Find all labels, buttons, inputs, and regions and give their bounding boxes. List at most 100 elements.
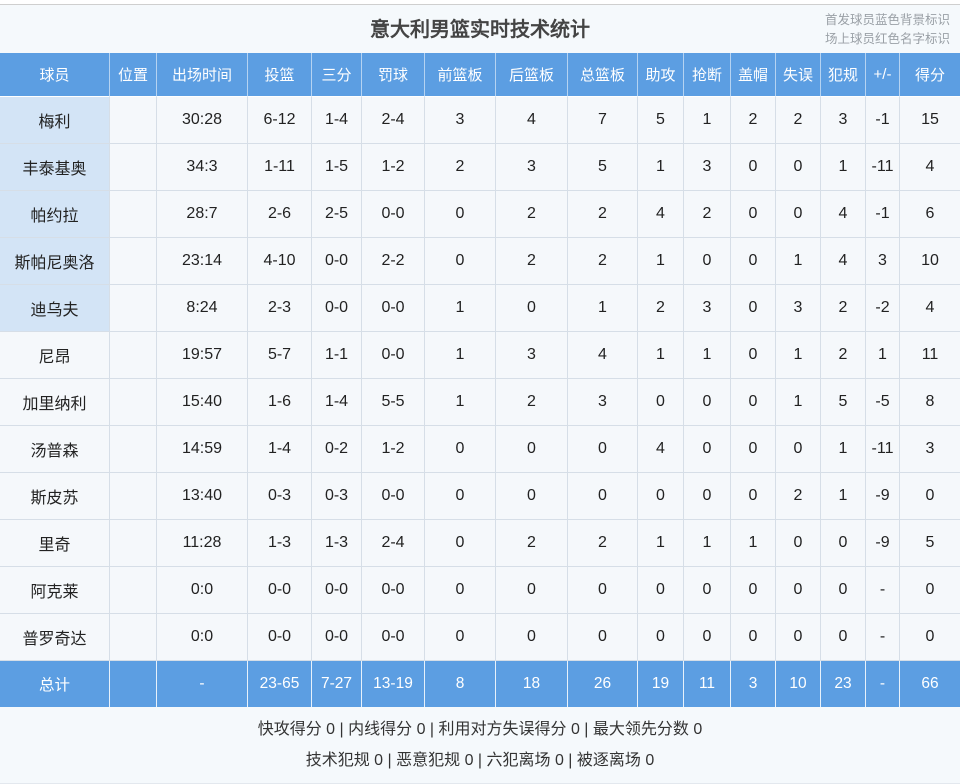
player-name-cell: 里奇 (0, 520, 110, 567)
legend-starter-note: 首发球员蓝色背景标识 (824, 13, 950, 27)
stat-cell-9: 0 (638, 614, 684, 661)
stat-cell-5: 1-2 (362, 426, 425, 473)
column-header-9: 助攻 (638, 53, 684, 97)
stat-cell-12: 0 (776, 191, 821, 238)
stat-cell-5: 5-5 (362, 379, 425, 426)
title-bar: 意大利男篮实时技术统计 首发球员蓝色背景标识 场上球员红色名字标识 (0, 5, 960, 53)
stat-cell-4: 7-27 (312, 661, 362, 707)
stat-cell-4: 1-4 (312, 379, 362, 426)
stat-cell-4: 1-5 (312, 144, 362, 191)
table-body: 梅利 30:28 6-12 1-4 2-4 3 4 7 5 1 2 2 3 -1 15 丰泰基奥 34:3 1-1… (0, 97, 960, 707)
stat-cell-12: 10 (776, 661, 821, 707)
column-header-11: 盖帽 (731, 53, 776, 97)
stat-cell-10: 0 (684, 238, 731, 285)
player-name-cell: 斯皮苏 (0, 473, 110, 520)
stat-cell-2: 11:28 (157, 520, 248, 567)
stat-cell-13: 1 (821, 473, 866, 520)
stat-cell-4: 1-3 (312, 520, 362, 567)
stat-cell-8: 0 (568, 567, 638, 614)
position-cell (110, 332, 157, 379)
stat-cell-13: 23 (821, 661, 866, 707)
stat-cell-13: 2 (821, 332, 866, 379)
stat-cell-10: 11 (684, 661, 731, 707)
legend: 首发球员蓝色背景标识 场上球员红色名字标识 (825, 11, 950, 49)
stat-cell-4: 1-1 (312, 332, 362, 379)
player-row: 迪乌夫 8:24 2-3 0-0 0-0 1 0 1 2 3 0 3 2 -2 4 (0, 285, 960, 332)
stat-cell-15: 4 (900, 144, 960, 191)
column-header-5: 罚球 (362, 53, 425, 97)
stat-cell-15: 6 (900, 191, 960, 238)
stat-cell-2: 15:40 (157, 379, 248, 426)
stat-cell-14: 1 (866, 332, 900, 379)
top-gap (0, 0, 960, 4)
column-header-10: 抢断 (684, 53, 731, 97)
stat-cell-13: 4 (821, 191, 866, 238)
position-cell (110, 473, 157, 520)
stat-cell-13: 1 (821, 426, 866, 473)
stat-cell-14: -11 (866, 144, 900, 191)
stat-cell-8: 2 (568, 238, 638, 285)
stat-cell-11: 0 (731, 238, 776, 285)
stat-cell-14: -9 (866, 520, 900, 567)
player-row: 里奇 11:28 1-3 1-3 2-4 0 2 2 1 1 1 0 0 -9 5 (0, 520, 960, 567)
stat-cell-6: 3 (425, 97, 496, 144)
stat-cell-8: 0 (568, 473, 638, 520)
stat-cell-12: 2 (776, 97, 821, 144)
stat-cell-6: 8 (425, 661, 496, 707)
stat-cell-5: 0-0 (362, 332, 425, 379)
stat-cell-3: 2-3 (248, 285, 312, 332)
stat-cell-7: 0 (496, 614, 568, 661)
stat-cell-8: 4 (568, 332, 638, 379)
stat-cell-5: 0-0 (362, 473, 425, 520)
stat-cell-4: 0-3 (312, 473, 362, 520)
stat-cell-10: 1 (684, 520, 731, 567)
stat-cell-11: 0 (731, 191, 776, 238)
team-stats-footer: 快攻得分 0 | 内线得分 0 | 利用对方失误得分 0 | 最大领先分数 0 … (0, 707, 960, 776)
stat-cell-10: 3 (684, 144, 731, 191)
stat-cell-12: 0 (776, 426, 821, 473)
stat-cell-11: 0 (731, 332, 776, 379)
player-name-cell: 帕约拉 (0, 191, 110, 238)
stat-cell-12: 1 (776, 332, 821, 379)
stat-cell-15: 3 (900, 426, 960, 473)
stat-cell-13: 1 (821, 144, 866, 191)
totals-label-cell: 总计 (0, 661, 110, 707)
stat-cell-10: 3 (684, 285, 731, 332)
stat-cell-13: 3 (821, 97, 866, 144)
stat-cell-5: 0-0 (362, 191, 425, 238)
stat-cell-7: 4 (496, 97, 568, 144)
player-row: 加里纳利 15:40 1-6 1-4 5-5 1 2 3 0 0 0 1 5 -5 8 (0, 379, 960, 426)
player-name-cell: 阿克莱 (0, 567, 110, 614)
stat-cell-3: 1-4 (248, 426, 312, 473)
stat-cell-4: 0-0 (312, 567, 362, 614)
legend-oncourt-note: 场上球员红色名字标识 (824, 32, 950, 46)
stat-cell-15: 8 (900, 379, 960, 426)
stat-cell-5: 0-0 (362, 285, 425, 332)
stat-cell-7: 2 (496, 238, 568, 285)
column-header-0: 球员 (0, 53, 110, 97)
stat-cell-12: 0 (776, 520, 821, 567)
stat-cell-8: 0 (568, 614, 638, 661)
column-header-2: 出场时间 (157, 53, 248, 97)
stat-cell-7: 2 (496, 191, 568, 238)
stat-cell-12: 1 (776, 379, 821, 426)
stat-cell-3: 0-0 (248, 567, 312, 614)
column-header-6: 前篮板 (425, 53, 496, 97)
stat-cell-5: 0-0 (362, 614, 425, 661)
stat-cell-11: 0 (731, 567, 776, 614)
stat-cell-11: 3 (731, 661, 776, 707)
player-row: 普罗奇达 0:0 0-0 0-0 0-0 0 0 0 0 0 0 0 0-0 (0, 614, 960, 661)
stat-cell-4: 1-4 (312, 97, 362, 144)
stat-cell-14: -1 (866, 191, 900, 238)
stat-cell-2: 0:0 (157, 567, 248, 614)
stat-cell-14: - (866, 614, 900, 661)
stat-cell-13: 0 (821, 567, 866, 614)
stat-cell-10: 2 (684, 191, 731, 238)
stat-cell-15: 10 (900, 238, 960, 285)
stat-cell-5: 0-0 (362, 567, 425, 614)
stat-cell-6: 0 (425, 473, 496, 520)
stat-cell-2: 14:59 (157, 426, 248, 473)
position-cell (110, 144, 157, 191)
stat-cell-14: -11 (866, 426, 900, 473)
